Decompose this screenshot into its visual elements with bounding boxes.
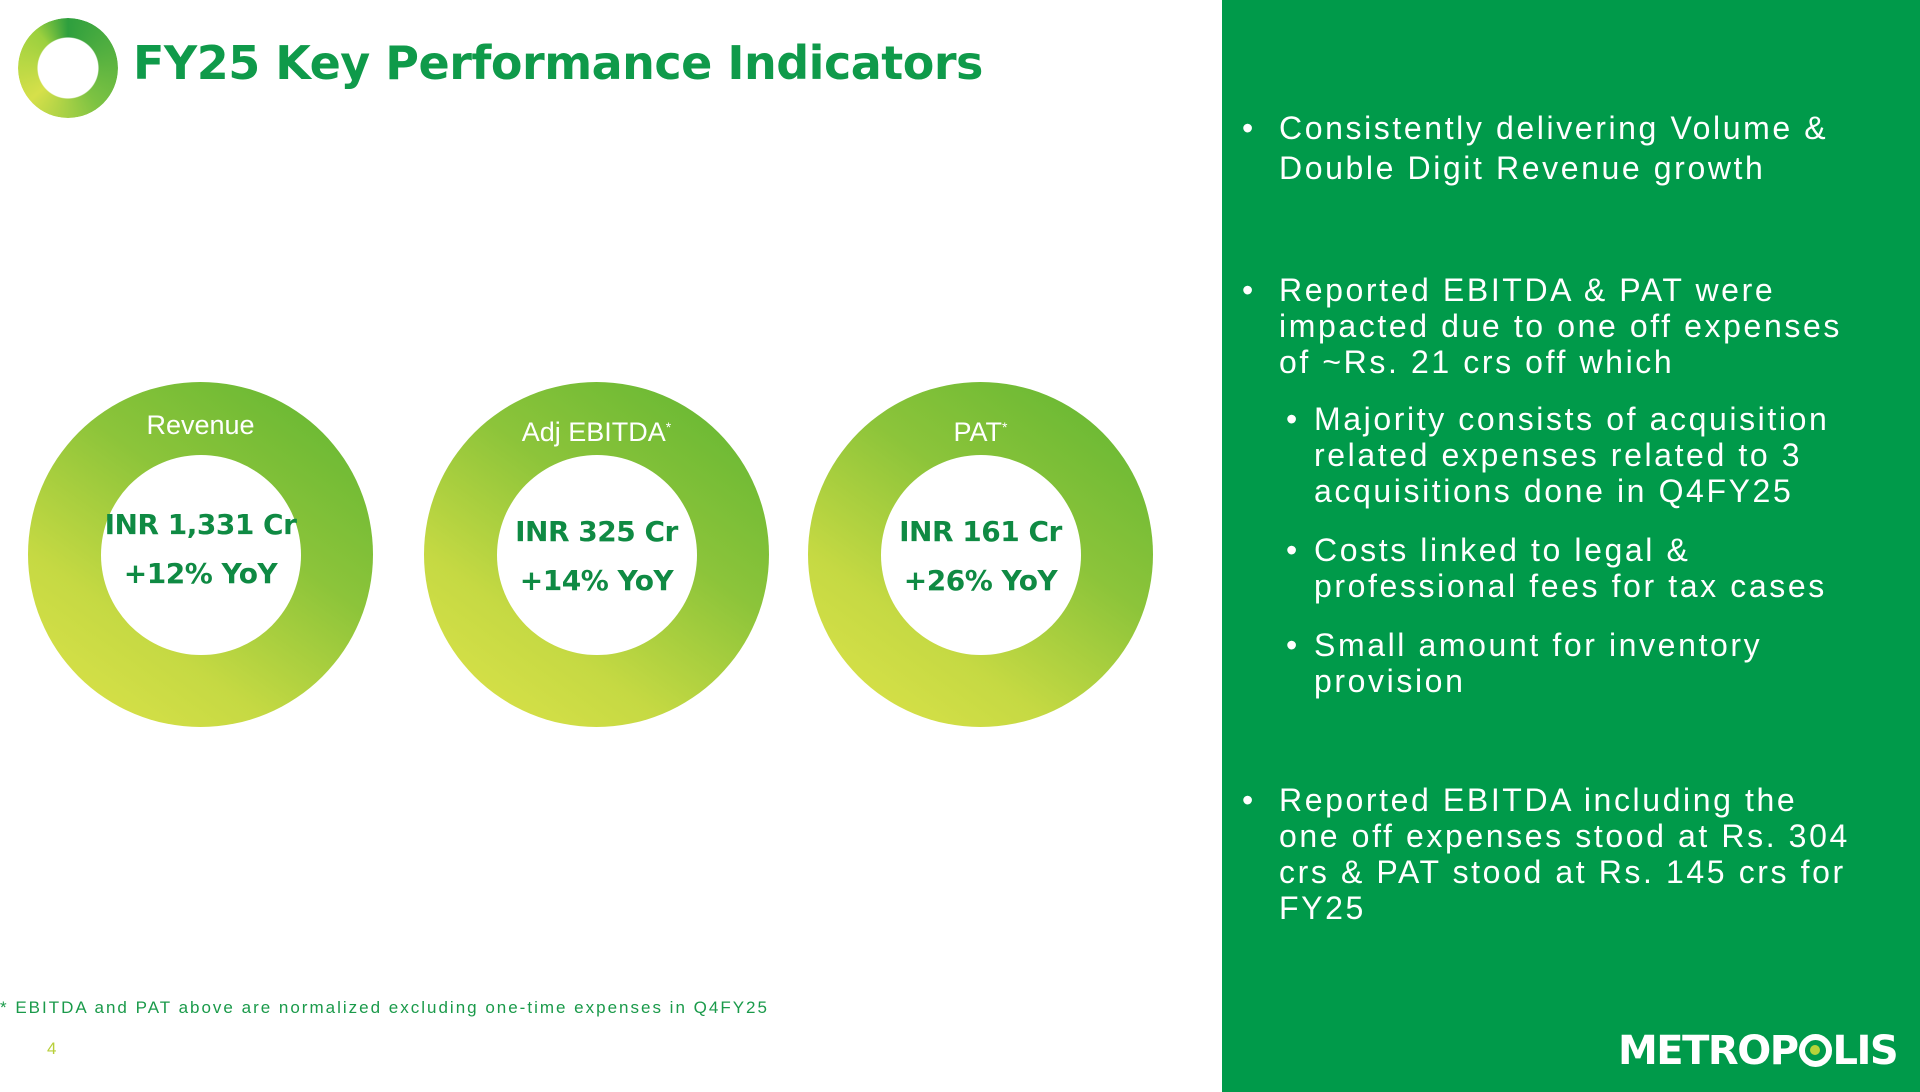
kpi-growth: +12% YoY xyxy=(123,557,278,590)
bullet-dot-icon: • xyxy=(1242,272,1256,308)
bullet-line: Double Digit Revenue growth xyxy=(1279,150,1766,186)
page-title: FY25 Key Performance Indicators xyxy=(133,36,983,90)
kpi-label: Revenue xyxy=(28,410,373,441)
kpi-label: Adj EBITDA* xyxy=(424,417,769,448)
bullet-dot-icon: • xyxy=(1286,627,1300,663)
bullet-point: • Reported EBITDA including the one off … xyxy=(1242,782,1850,926)
bullet-line: professional fees for tax cases xyxy=(1314,568,1827,604)
bullet-line: Consistently delivering Volume & xyxy=(1279,110,1829,146)
page-number: 4 xyxy=(47,1039,57,1058)
bullet-line: Costs linked to legal & xyxy=(1314,532,1691,568)
kpi-value: INR 325 Cr xyxy=(515,515,678,548)
bullet-dot-icon: • xyxy=(1242,110,1256,146)
bullet-point: • Consistently delivering Volume & Doubl… xyxy=(1242,108,1829,188)
summary-panel xyxy=(1222,0,1920,1092)
bullet-line: one off expenses stood at Rs. 304 xyxy=(1279,818,1850,854)
logo-text: METROP xyxy=(1618,1028,1799,1074)
bullet-line: Small amount for inventory xyxy=(1314,627,1763,663)
bullet-dot-icon: • xyxy=(1242,782,1256,818)
bullet-line: of ~Rs. 21 crs off which xyxy=(1279,344,1675,380)
logo-o-icon xyxy=(1798,1033,1832,1067)
kpi-value: INR 1,331 Cr xyxy=(104,508,297,541)
sub-bullet-point: • Costs linked to legal & professional f… xyxy=(1286,532,1827,604)
sub-bullet-point: • Majority consists of acquisition relat… xyxy=(1286,401,1830,509)
kpi-label-text: PAT xyxy=(953,417,1003,447)
bullet-dot-icon: • xyxy=(1286,532,1300,568)
kpi-footnote-marker: * xyxy=(665,419,672,435)
bullet-line: impacted due to one off expenses xyxy=(1279,308,1842,344)
kpi-donut-revenue: Revenue INR 1,331 Cr +12% YoY xyxy=(28,382,373,727)
bullet-line: FY25 xyxy=(1279,890,1366,926)
bullet-line: Majority consists of acquisition xyxy=(1314,401,1830,437)
kpi-donut-adj-ebitda: Adj EBITDA* INR 325 Cr +14% YoY xyxy=(424,382,769,727)
bullet-line: acquisitions done in Q4FY25 xyxy=(1314,473,1794,509)
bullet-line: crs & PAT stood at Rs. 145 crs for xyxy=(1279,854,1846,890)
bullet-line: provision xyxy=(1314,663,1466,699)
donut-center xyxy=(496,454,697,655)
kpi-label-text: Revenue xyxy=(146,410,255,440)
kpi-label: PAT* xyxy=(808,417,1153,448)
kpi-footnote-marker: * xyxy=(1002,419,1008,435)
donut-center xyxy=(880,454,1081,655)
logo-ring-icon xyxy=(18,18,118,118)
bullet-point: • Reported EBITDA & PAT were impacted du… xyxy=(1242,272,1842,380)
kpi-value: INR 161 Cr xyxy=(899,515,1062,548)
kpi-donut-pat: PAT* INR 161 Cr +26% YoY xyxy=(808,382,1153,727)
sub-bullet-point: • Small amount for inventory provision xyxy=(1286,627,1763,699)
metropolis-logo: METROP LIS xyxy=(1618,1026,1899,1076)
logo-text: LIS xyxy=(1832,1028,1899,1074)
kpi-growth: +14% YoY xyxy=(519,564,674,597)
bullet-dot-icon: • xyxy=(1286,401,1300,437)
bullet-line: Reported EBITDA including the xyxy=(1279,782,1798,818)
footnote: * EBITDA and PAT above are normalized ex… xyxy=(0,998,769,1017)
donut-center xyxy=(100,454,301,655)
bullet-line: Reported EBITDA & PAT were xyxy=(1279,272,1776,308)
bullet-line: related expenses related to 3 xyxy=(1314,437,1803,473)
kpi-growth: +26% YoY xyxy=(903,564,1058,597)
kpi-label-text: Adj EBITDA xyxy=(521,417,666,447)
